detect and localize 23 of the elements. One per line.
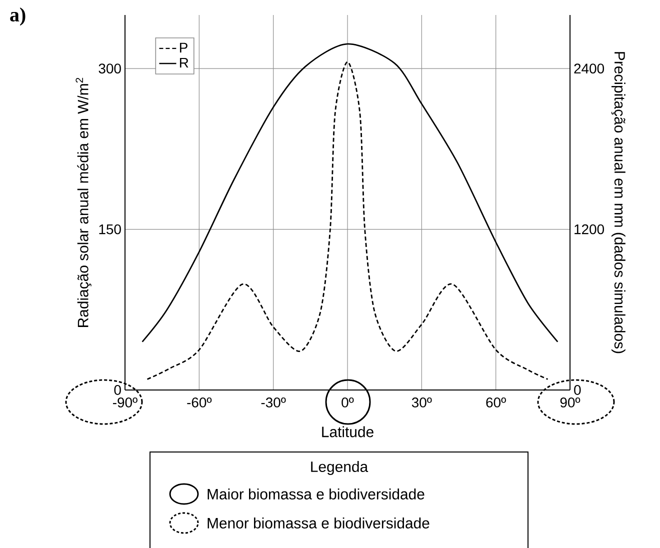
- text: a): [10, 7, 26, 26]
- y-tick-label: 300: [98, 63, 121, 74]
- legend-label: R: [180, 58, 188, 68]
- x-tick-label: 90º: [560, 397, 580, 408]
- y-axis-title: Radiação solar anual média em W/m$^{2}$: [76, 78, 92, 327]
- legend-label: P: [180, 42, 188, 52]
- text: Legenda: [311, 460, 368, 475]
- y2-tick-label: 1200: [574, 224, 604, 234]
- y-tick-label: 150: [99, 224, 121, 234]
- text: Menor biomassa e biodiversidade: [208, 517, 430, 528]
- x-tick-label: -90º: [113, 397, 138, 408]
- y-tick-label: 0: [114, 384, 121, 395]
- y2-tick-label: 0: [574, 384, 581, 395]
- text: Maior biomassa e biodiversidade: [208, 488, 424, 500]
- y2-tick-label: 2400: [574, 63, 604, 74]
- line-series: [142, 42, 558, 342]
- x-tick-label: 60º: [486, 397, 506, 408]
- y2-axis-title: Precipitação anual em mm (dados simulados): [611, 52, 626, 353]
- x-tick-label: 0º: [342, 397, 354, 408]
- x-tick-label: 30º: [412, 397, 432, 408]
- x-tick-label: -60º: [187, 397, 212, 408]
- x-tick-label: -30º: [261, 397, 286, 408]
- x-axis-title: Latitude: [322, 426, 374, 437]
